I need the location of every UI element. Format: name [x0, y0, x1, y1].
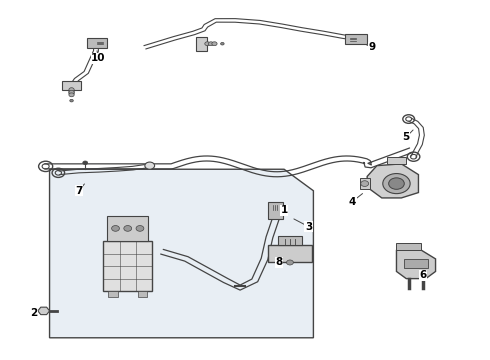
Text: 10: 10 [91, 53, 106, 63]
Bar [360, 178, 369, 189]
Bar [404, 259, 428, 268]
Polygon shape [345, 34, 368, 44]
Circle shape [212, 42, 217, 46]
Circle shape [220, 42, 224, 45]
Bar [387, 157, 406, 164]
Circle shape [83, 161, 88, 165]
Polygon shape [367, 164, 418, 198]
Circle shape [70, 99, 74, 102]
Text: 6: 6 [420, 270, 427, 280]
Circle shape [287, 260, 294, 265]
Circle shape [112, 226, 120, 231]
Polygon shape [196, 37, 207, 51]
Circle shape [136, 226, 144, 231]
Text: 3: 3 [305, 222, 312, 231]
Polygon shape [62, 81, 81, 90]
Circle shape [69, 90, 74, 94]
Bar [138, 291, 147, 297]
Circle shape [205, 42, 210, 46]
Text: 5: 5 [403, 132, 410, 142]
Polygon shape [396, 250, 436, 279]
Text: 9: 9 [368, 42, 376, 52]
Bar [108, 291, 118, 297]
Bar [107, 216, 148, 241]
Bar [396, 243, 421, 250]
Bar [103, 241, 152, 291]
Circle shape [383, 174, 410, 194]
Circle shape [208, 42, 214, 46]
Circle shape [361, 181, 368, 186]
Text: 2: 2 [30, 308, 38, 318]
Circle shape [69, 88, 74, 91]
Circle shape [124, 226, 132, 231]
Text: 7: 7 [75, 186, 82, 196]
Circle shape [145, 162, 155, 169]
Text: 1: 1 [280, 206, 288, 216]
Polygon shape [268, 202, 283, 220]
Polygon shape [49, 169, 314, 338]
Text: 8: 8 [275, 257, 283, 267]
Bar [268, 244, 312, 262]
Circle shape [69, 93, 74, 97]
Polygon shape [87, 39, 107, 48]
Polygon shape [38, 307, 49, 315]
Text: 4: 4 [349, 197, 356, 207]
Bar [278, 235, 302, 244]
Circle shape [389, 178, 404, 189]
